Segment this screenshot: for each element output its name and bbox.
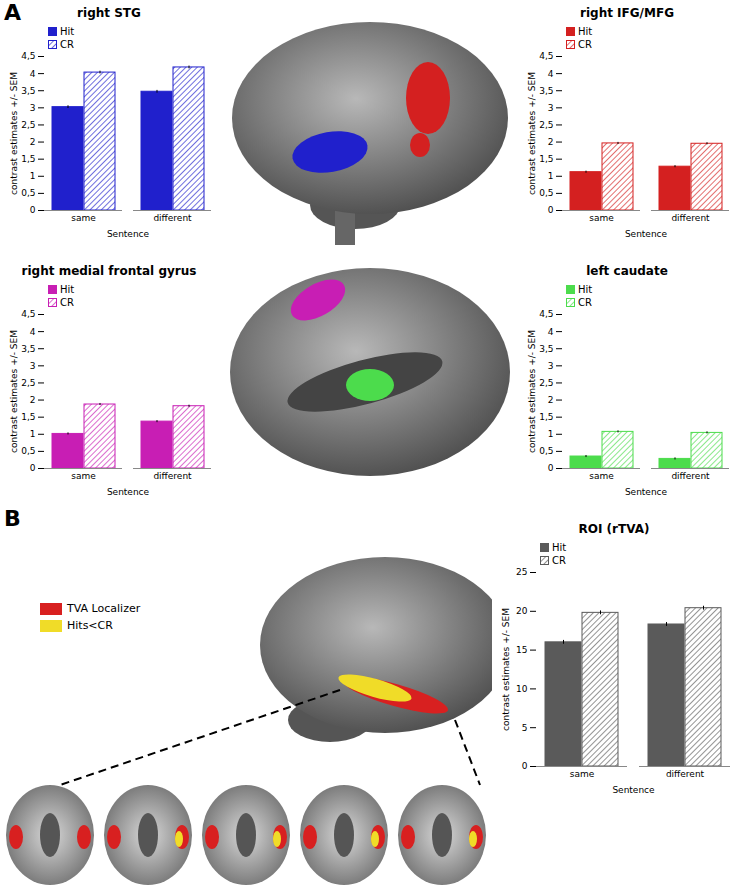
svg-text:3: 3 bbox=[30, 361, 36, 371]
html-text:CR: CR bbox=[552, 555, 566, 566]
svg-text:3: 3 bbox=[548, 361, 554, 371]
svg-text:3,5: 3,5 bbox=[539, 86, 553, 96]
svg-text:same: same bbox=[71, 471, 96, 481]
svg-text:1: 1 bbox=[30, 429, 36, 439]
svg-text:2,5: 2,5 bbox=[539, 120, 553, 130]
svg-text:contrast estimates +/- SEM: contrast estimates +/- SEM bbox=[501, 608, 511, 731]
html-text:Hit: Hit bbox=[60, 26, 75, 37]
svg-text:contrast estimates +/- SEM: contrast estimates +/- SEM bbox=[527, 330, 537, 453]
svg-text:3,5: 3,5 bbox=[539, 344, 553, 354]
svg-text:0,5: 0,5 bbox=[21, 446, 35, 456]
svg-text:10: 10 bbox=[516, 684, 528, 694]
svg-text:2: 2 bbox=[30, 395, 36, 405]
svg-text:1: 1 bbox=[548, 429, 554, 439]
svg-text:same: same bbox=[589, 213, 614, 223]
svg-text:same: same bbox=[570, 769, 595, 779]
svg-text:0: 0 bbox=[30, 463, 36, 473]
svg-text:0: 0 bbox=[548, 463, 554, 473]
svg-text:2: 2 bbox=[548, 395, 554, 405]
svg-text:different: different bbox=[153, 471, 192, 481]
svg-text:5: 5 bbox=[522, 723, 528, 733]
html-text:Hits<CR: Hits<CR bbox=[67, 619, 113, 632]
html-text:Hit: Hit bbox=[578, 284, 593, 295]
svg-text:Sentence: Sentence bbox=[107, 229, 150, 239]
svg-text:2: 2 bbox=[548, 137, 554, 147]
html-text:ROI (rTVA): ROI (rTVA) bbox=[578, 522, 650, 536]
svg-text:0,5: 0,5 bbox=[539, 188, 553, 198]
html-text:left caudate: left caudate bbox=[586, 264, 668, 278]
svg-text:Sentence: Sentence bbox=[625, 229, 668, 239]
html-text:Hit: Hit bbox=[552, 542, 567, 553]
svg-text:contrast estimates +/- SEM: contrast estimates +/- SEM bbox=[9, 330, 19, 453]
svg-text:4,5: 4,5 bbox=[21, 51, 35, 61]
svg-text:0: 0 bbox=[30, 205, 36, 215]
html-text:Hit: Hit bbox=[60, 284, 75, 295]
svg-text:4,5: 4,5 bbox=[539, 51, 553, 61]
svg-text:3: 3 bbox=[548, 103, 554, 113]
svg-text:0: 0 bbox=[522, 761, 528, 771]
svg-text:contrast estimates +/- SEM: contrast estimates +/- SEM bbox=[527, 72, 537, 195]
svg-text:different: different bbox=[666, 769, 705, 779]
svg-text:different: different bbox=[153, 213, 192, 223]
svg-text:20: 20 bbox=[516, 606, 528, 616]
svg-text:2,5: 2,5 bbox=[539, 378, 553, 388]
svg-text:1,5: 1,5 bbox=[539, 412, 553, 422]
html-text:A: A bbox=[4, 0, 21, 25]
svg-text:same: same bbox=[71, 213, 96, 223]
svg-text:4,5: 4,5 bbox=[539, 309, 553, 319]
svg-text:4: 4 bbox=[548, 326, 554, 336]
svg-text:same: same bbox=[589, 471, 614, 481]
svg-text:2,5: 2,5 bbox=[21, 378, 35, 388]
svg-text:0,5: 0,5 bbox=[21, 188, 35, 198]
html-text:B: B bbox=[4, 506, 21, 531]
html-text:CR: CR bbox=[60, 297, 74, 308]
html-text:TVA Localizer: TVA Localizer bbox=[67, 602, 141, 615]
svg-text:4,5: 4,5 bbox=[21, 309, 35, 319]
svg-text:Sentence: Sentence bbox=[612, 785, 655, 795]
html-text:CR: CR bbox=[60, 39, 74, 50]
svg-text:Sentence: Sentence bbox=[107, 487, 150, 497]
html-text:CR: CR bbox=[578, 297, 592, 308]
svg-text:1,5: 1,5 bbox=[539, 154, 553, 164]
svg-text:3,5: 3,5 bbox=[21, 86, 35, 96]
html-text:right IFG/MFG: right IFG/MFG bbox=[580, 6, 674, 20]
svg-text:4: 4 bbox=[30, 68, 36, 78]
svg-text:1: 1 bbox=[30, 171, 36, 181]
svg-text:1: 1 bbox=[548, 171, 554, 181]
svg-text:1,5: 1,5 bbox=[21, 412, 35, 422]
html-text:CR: CR bbox=[578, 39, 592, 50]
svg-text:0: 0 bbox=[548, 205, 554, 215]
html-text:right STG: right STG bbox=[77, 6, 141, 20]
svg-text:2: 2 bbox=[30, 137, 36, 147]
svg-text:1,5: 1,5 bbox=[21, 154, 35, 164]
svg-text:different: different bbox=[671, 213, 710, 223]
html-text:Hit: Hit bbox=[578, 26, 593, 37]
svg-text:different: different bbox=[671, 471, 710, 481]
svg-text:3,5: 3,5 bbox=[21, 344, 35, 354]
svg-text:2,5: 2,5 bbox=[21, 120, 35, 130]
svg-text:Sentence: Sentence bbox=[625, 487, 668, 497]
svg-text:4: 4 bbox=[548, 68, 554, 78]
svg-text:3: 3 bbox=[30, 103, 36, 113]
svg-text:contrast estimates +/- SEM: contrast estimates +/- SEM bbox=[9, 72, 19, 195]
html-text:right medial frontal gyrus: right medial frontal gyrus bbox=[21, 264, 197, 278]
svg-text:4: 4 bbox=[30, 326, 36, 336]
svg-text:0,5: 0,5 bbox=[539, 446, 553, 456]
svg-text:25: 25 bbox=[516, 567, 527, 577]
svg-text:15: 15 bbox=[516, 645, 527, 655]
